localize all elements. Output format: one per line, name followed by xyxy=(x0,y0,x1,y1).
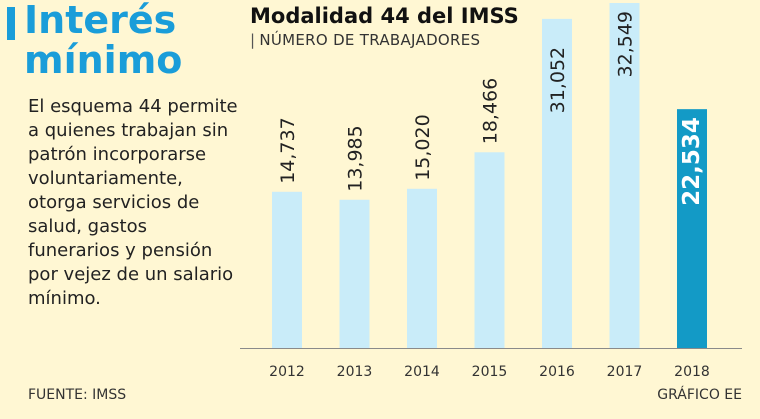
sidebar-title-line1: Interés xyxy=(24,0,177,42)
x-tick-2014: 2014 xyxy=(404,364,440,380)
value-label-2018: 22,534 xyxy=(679,117,705,206)
bar-2013 xyxy=(339,199,370,348)
accent-bar xyxy=(7,7,15,40)
x-tick-2017: 2017 xyxy=(607,364,643,380)
x-tick-2018: 2018 xyxy=(674,364,710,380)
bar-2015 xyxy=(474,152,505,348)
sidebar-title: Interés mínimo xyxy=(24,0,182,80)
x-tick-2012: 2012 xyxy=(269,364,305,380)
sidebar-title-line2: mínimo xyxy=(24,38,183,82)
x-tick-2016: 2016 xyxy=(539,364,575,380)
bars-group xyxy=(272,3,707,348)
value-label-2017: 32,549 xyxy=(615,11,637,77)
subtitle-divider: | xyxy=(250,31,256,49)
chart-subtitle: NÚMERO DE TRABAJADORES xyxy=(259,31,481,49)
value-label-2016: 31,052 xyxy=(547,47,569,113)
chart-subtitle-row: | NÚMERO DE TRABAJADORES xyxy=(250,31,480,49)
bar-2016 xyxy=(542,18,572,348)
value-label-2013: 13,985 xyxy=(345,125,367,191)
bar-2014 xyxy=(407,188,437,348)
labels-group: 14,737 13,985 15,020 18,466 31,052 32,549 22,5… xyxy=(277,11,705,206)
value-label-2012: 14,737 xyxy=(277,117,299,183)
chart-title: Modalidad 44 del IMSS xyxy=(250,4,519,28)
sidebar-description: El esquema 44 permite a quienes trabajan… xyxy=(28,96,238,309)
credit-note: GRÁFICO EE xyxy=(657,387,742,403)
x-tick-2015: 2015 xyxy=(472,364,508,380)
source-note: FUENTE: IMSS xyxy=(28,387,127,403)
bar-2012 xyxy=(272,191,302,348)
x-tick-group: 2012 2013 2014 2015 2016 2017 2018 xyxy=(269,364,710,380)
bar-2017 xyxy=(609,3,640,348)
bar-2018 xyxy=(677,109,707,348)
value-label-2015: 18,466 xyxy=(480,78,502,144)
value-label-2014: 15,020 xyxy=(412,114,434,180)
x-tick-2013: 2013 xyxy=(337,364,373,380)
